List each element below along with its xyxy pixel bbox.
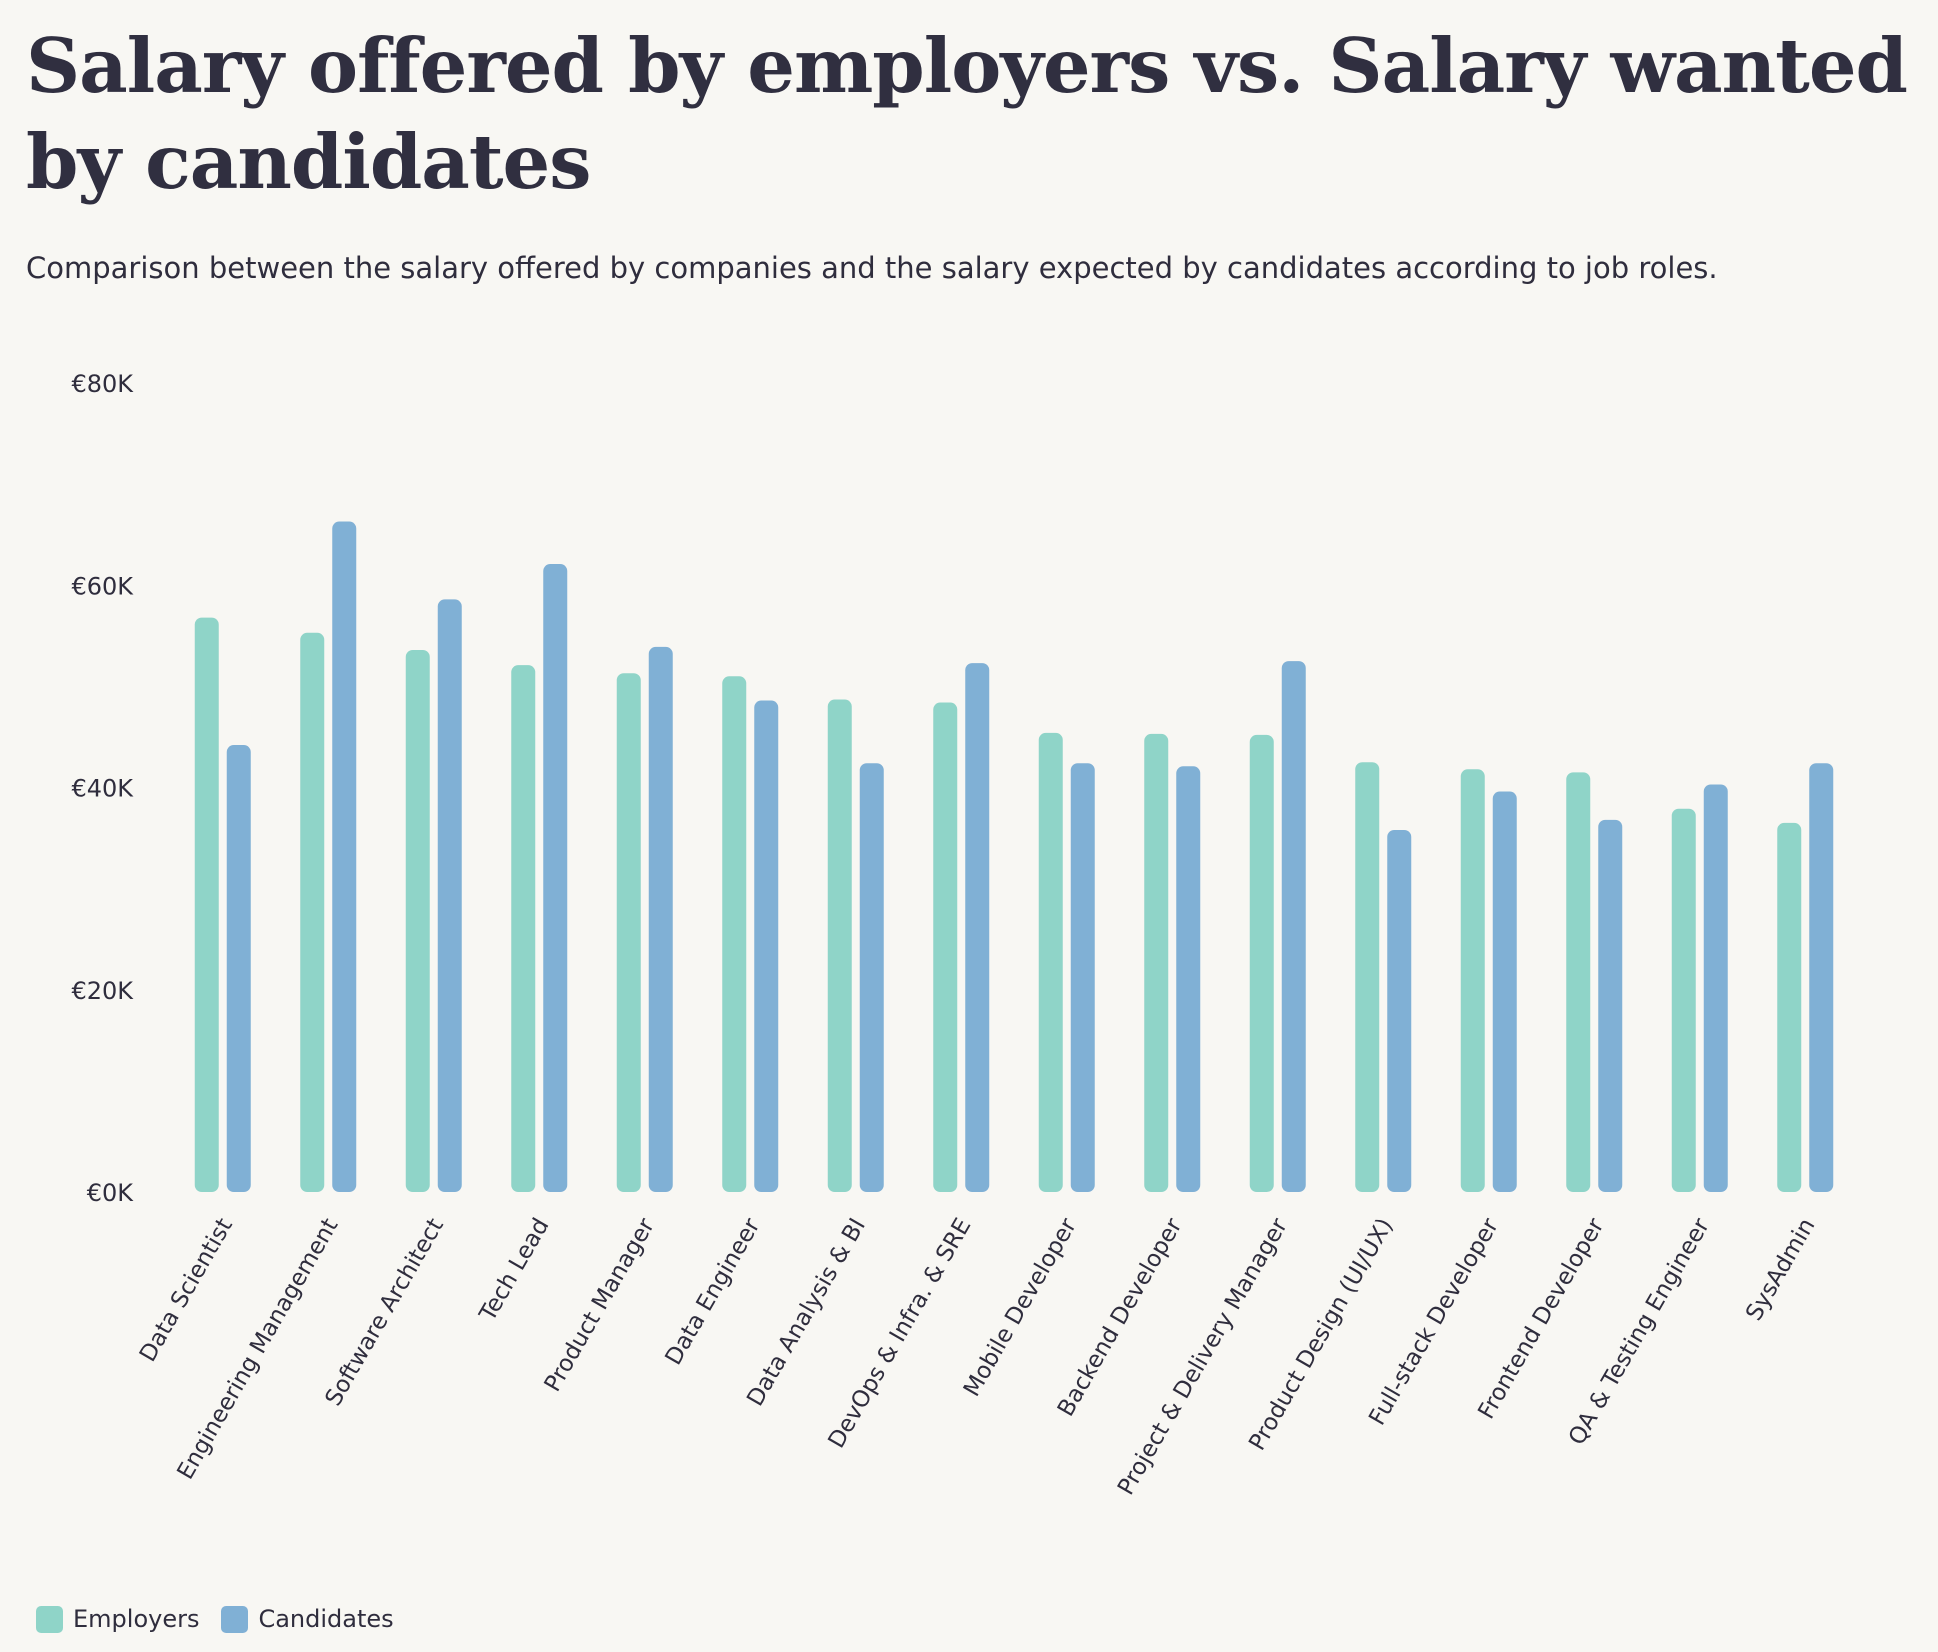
y-tick-label: €60K bbox=[71, 572, 134, 600]
bar-employers bbox=[933, 702, 958, 1192]
legend-label-employers: Employers bbox=[73, 1605, 200, 1633]
bar-employers bbox=[827, 699, 852, 1192]
bar-employers bbox=[511, 665, 536, 1192]
bar-employers bbox=[1671, 808, 1696, 1192]
bar-candidates bbox=[1176, 766, 1201, 1192]
y-tick-label: €0K bbox=[87, 1179, 135, 1207]
y-tick-label: €80K bbox=[71, 370, 134, 398]
bar-employers bbox=[1777, 822, 1802, 1192]
bar-candidates bbox=[1492, 791, 1517, 1192]
bar-employers bbox=[722, 676, 747, 1192]
legend-swatch-candidates bbox=[221, 1605, 249, 1633]
bar-employers bbox=[616, 673, 641, 1192]
bar-candidates bbox=[859, 763, 884, 1192]
bar-candidates bbox=[437, 599, 462, 1192]
chart-title: Salary offered by employers vs. Salary w… bbox=[26, 22, 1908, 206]
bar-employers bbox=[194, 617, 219, 1192]
x-tick-label: Data Analysis & BI bbox=[742, 1214, 871, 1411]
bar-candidates bbox=[226, 745, 251, 1192]
y-tick-label: €40K bbox=[71, 775, 134, 803]
bar-candidates bbox=[1703, 784, 1728, 1192]
bar-candidates bbox=[965, 663, 990, 1192]
bar-employers bbox=[405, 649, 430, 1192]
legend-label-candidates: Candidates bbox=[258, 1605, 394, 1633]
x-tick-label: Backend Developer bbox=[1053, 1214, 1188, 1421]
x-tick-label: Product Manager bbox=[540, 1214, 661, 1397]
bar-employers bbox=[1355, 762, 1380, 1192]
bar-candidates bbox=[648, 646, 673, 1192]
bar-candidates bbox=[754, 700, 779, 1192]
bar-candidates bbox=[332, 521, 357, 1192]
x-tick-label: Software Architect bbox=[321, 1214, 449, 1410]
bar-employers bbox=[1038, 732, 1063, 1192]
bar-candidates bbox=[1281, 661, 1306, 1192]
legend-item-candidates: Candidates bbox=[221, 1605, 394, 1633]
legend-swatch-employers bbox=[36, 1605, 63, 1633]
chart-legend: Employers Candidates bbox=[36, 1605, 416, 1633]
x-tick-label: Mobile Developer bbox=[959, 1214, 1082, 1402]
bar-employers bbox=[1144, 733, 1169, 1192]
y-tick-label: €20K bbox=[71, 977, 134, 1005]
bar-candidates bbox=[543, 564, 568, 1192]
bar-employers bbox=[1566, 772, 1591, 1192]
legend-item-employers: Employers bbox=[36, 1605, 199, 1633]
bar-employers bbox=[300, 632, 325, 1192]
x-tick-label: Tech Lead bbox=[474, 1214, 554, 1327]
x-tick-label: Data Engineer bbox=[661, 1214, 766, 1370]
bar-candidates bbox=[1387, 829, 1412, 1192]
bar-employers bbox=[1460, 769, 1485, 1192]
bar-candidates bbox=[1809, 763, 1834, 1192]
chart-subtitle: Comparison between the salary offered by… bbox=[26, 251, 1718, 285]
bar-employers bbox=[1249, 734, 1274, 1192]
x-tick-label: SysAdmin bbox=[1741, 1214, 1820, 1325]
bar-candidates bbox=[1070, 763, 1095, 1192]
bar-candidates bbox=[1598, 819, 1623, 1192]
x-tick-label: Data Scientist bbox=[135, 1214, 238, 1366]
